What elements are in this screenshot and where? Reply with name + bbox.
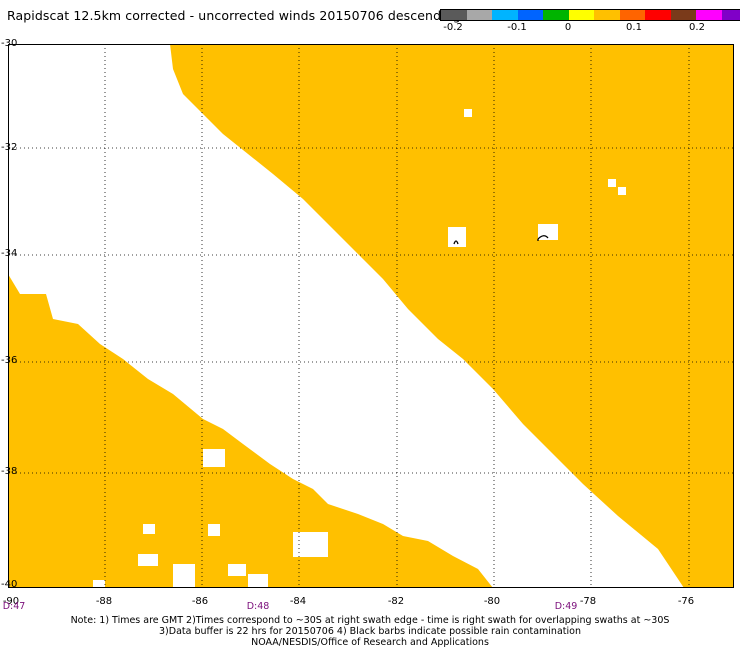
lat-label-38: -38 <box>1 466 18 477</box>
colorbar-label-02: 0.2 <box>689 22 705 33</box>
rain-barb-2 <box>537 235 549 241</box>
data-gap-8 <box>143 524 155 534</box>
swath-east <box>170 44 734 588</box>
time-label-d48: D:48 <box>246 601 270 612</box>
colorbar-segment-1 <box>466 10 492 20</box>
colorbar-segment-4 <box>543 10 569 20</box>
lon-label-82: -82 <box>387 596 405 607</box>
data-gap-7 <box>293 532 328 557</box>
colorbar-segment-2 <box>492 10 518 20</box>
lon-label-78: -78 <box>579 596 597 607</box>
note-line-1: Note: 1) Times are GMT 2)Times correspon… <box>70 615 670 626</box>
data-gap-2 <box>464 109 472 117</box>
data-gap-5 <box>203 449 225 467</box>
colorbar-label-neg01: -0.1 <box>507 22 527 33</box>
data-gap-6 <box>208 524 220 536</box>
note-line-3: NOAA/NESDIS/Office of Research and Appli… <box>251 637 489 648</box>
lat-label-32: -32 <box>1 142 18 153</box>
data-gap-0 <box>448 227 466 247</box>
lat-label-36: -36 <box>1 355 18 366</box>
data-gap-14 <box>93 580 105 588</box>
lon-label-88: -88 <box>95 596 113 607</box>
lon-label-80: -80 <box>483 596 501 607</box>
colorbar-label-0: 0 <box>564 22 572 33</box>
data-gap-10 <box>173 564 195 588</box>
data-gap-13 <box>508 579 520 588</box>
lat-label-40: -40 <box>1 579 18 590</box>
time-label-d49: D:49 <box>554 601 578 612</box>
colorbar-segment-5 <box>568 10 594 20</box>
colorbar-segment-11 <box>721 10 740 20</box>
colorbar-segment-7 <box>619 10 645 20</box>
data-gap-4 <box>618 187 626 195</box>
data-gap-11 <box>228 564 246 576</box>
colorbar-segment-0 <box>441 10 467 20</box>
chart-title: Rapidscat 12.5km corrected - uncorrected… <box>7 8 461 23</box>
lon-label-76: -76 <box>677 596 695 607</box>
lon-label-84: -84 <box>289 596 307 607</box>
rain-barb-1 <box>453 240 459 245</box>
lat-label-34: -34 <box>1 248 18 259</box>
colorbar-label-01: 0.1 <box>626 22 642 33</box>
lon-label-86: -86 <box>191 596 209 607</box>
colorbar-segment-9 <box>670 10 696 20</box>
colorbar-segment-3 <box>517 10 543 20</box>
map-frame <box>8 44 734 588</box>
colorbar-segment-10 <box>696 10 722 20</box>
data-gap-3 <box>608 179 616 187</box>
lat-label-30: -30 <box>1 38 18 49</box>
wind-swath-map <box>8 44 734 588</box>
data-gap-9 <box>138 554 158 566</box>
colorbar-label-neg02: -0.2 <box>443 22 463 33</box>
data-gap-12 <box>248 574 268 588</box>
swath-west <box>8 274 493 588</box>
colorbar <box>440 9 740 21</box>
colorbar-segment-8 <box>645 10 671 20</box>
time-label-d47: D:47 <box>2 601 26 612</box>
note-line-2: 3)Data buffer is 22 hrs for 20150706 4) … <box>159 626 581 637</box>
lon-label-90: -90 <box>2 596 20 607</box>
colorbar-segment-6 <box>594 10 620 20</box>
